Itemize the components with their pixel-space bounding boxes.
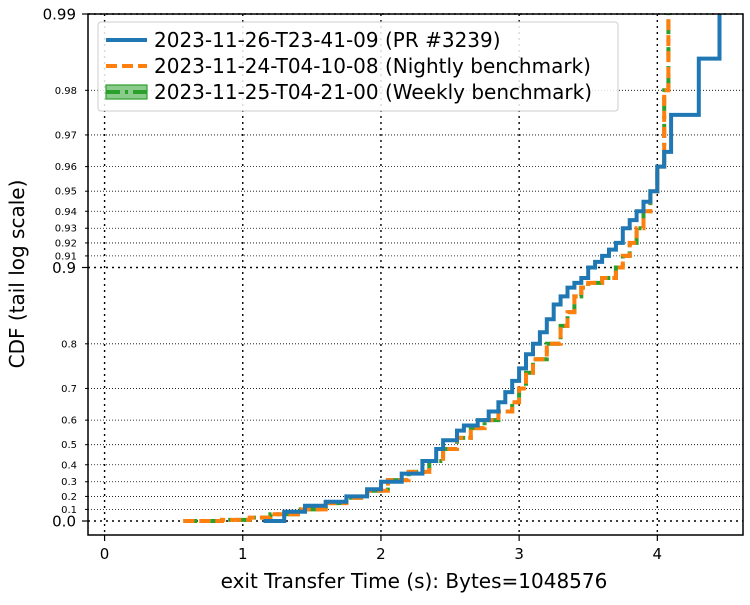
x-axis-title: exit Transfer Time (s): Bytes=1048576 — [221, 569, 608, 593]
y-minor-tick-label: 0.5 — [61, 440, 77, 451]
y-minor-tick-label: 0.4 — [61, 460, 77, 471]
y-minor-tick-label: 0.95 — [55, 187, 77, 198]
y-minor-tick-label: 0.8 — [61, 339, 77, 350]
y-minor-tick-label: 0.6 — [61, 416, 77, 427]
legend-label-2: 2023-11-25-T04-21-00 (Weekly benchmark) — [154, 80, 592, 104]
y-minor-tick-label: 0.3 — [61, 477, 77, 488]
x-tick-label: 0 — [100, 545, 110, 563]
x-tick-label: 4 — [653, 545, 663, 563]
legend-label-0: 2023-11-26-T23-41-09 (PR #3239) — [154, 28, 501, 52]
y-major-tick-label: 0.0 — [52, 513, 76, 531]
y-minor-tick-label: 0.92 — [55, 238, 77, 249]
y-minor-tick-label: 0.98 — [55, 86, 77, 97]
y-minor-tick-label: 0.97 — [55, 130, 77, 141]
y-minor-tick-label: 0.2 — [61, 492, 77, 503]
series-line-0 — [263, 14, 722, 523]
axes-layer: 0 1 2 3 4 0.1 0.2 0.3 0.4 0.5 0.6 0.7 0.8 0.91 0.92 0.9… — [43, 6, 744, 563]
x-tick-label: 1 — [238, 545, 248, 563]
legend: 2023-11-26-T23-41-09 (PR #3239)2023-11-2… — [97, 21, 619, 112]
y-major-tick-label: 0.99 — [43, 6, 76, 24]
y-minor-tick-label: 0.94 — [55, 207, 77, 218]
y-axis-title: CDF (tail log scale) — [5, 180, 29, 369]
y-minor-tick-label: 0.93 — [55, 224, 77, 235]
x-tick-label: 3 — [514, 545, 524, 563]
y-major-tick-label: 0.9 — [52, 259, 76, 277]
legend-label-1: 2023-11-24-T04-10-08 (Nightly benchmark) — [154, 54, 591, 78]
y-minor-tick-label: 0.7 — [61, 384, 77, 395]
x-tick-label: 2 — [376, 545, 386, 563]
y-minor-tick-label: 0.96 — [55, 162, 77, 173]
plot-frame — [87, 13, 744, 536]
y-minor-tick-label: 0.91 — [55, 251, 77, 262]
y-minor-tick-label: 0.1 — [61, 505, 77, 516]
legend-box — [97, 21, 619, 112]
series-layer — [183, 14, 722, 523]
